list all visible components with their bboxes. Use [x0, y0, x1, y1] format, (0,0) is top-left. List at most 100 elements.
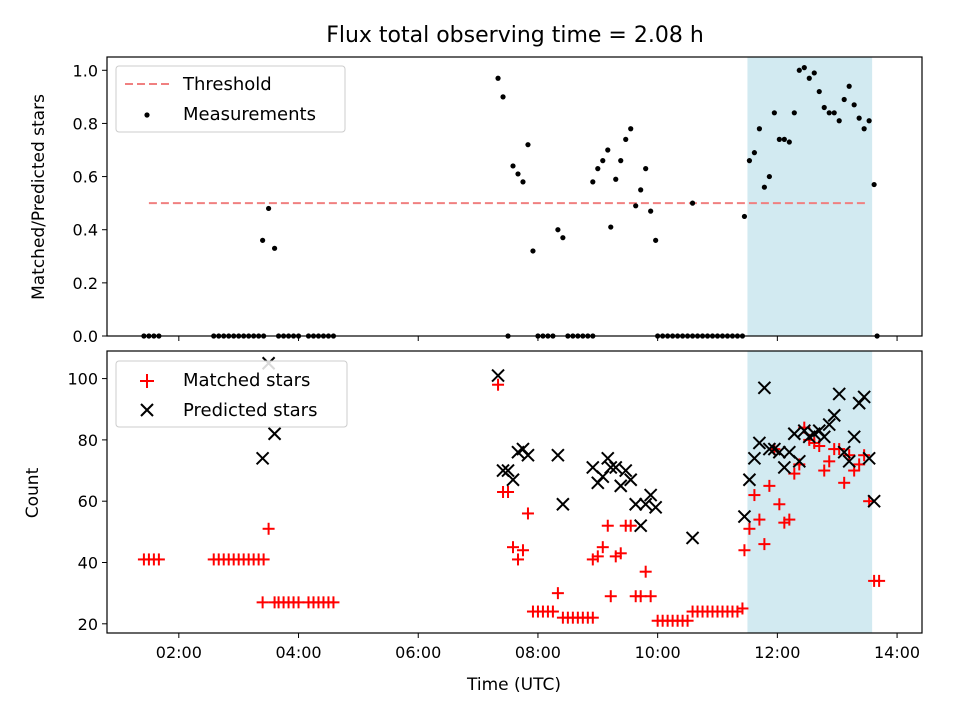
predicted-star-marker [255, 451, 270, 465]
matched-star-marker [738, 544, 751, 557]
predicted-star-marker [842, 454, 856, 469]
legend-predicted-label: Predicted stars [183, 400, 317, 421]
measurement-point [851, 102, 857, 108]
matched-star-marker [604, 590, 617, 603]
top-legend: Threshold Measurements [115, 65, 346, 133]
matched-star-marker [758, 538, 771, 551]
matched-star-marker [748, 489, 761, 502]
measurement-point [560, 235, 566, 241]
predicted-star-marker [847, 430, 861, 444]
matched-star-marker [818, 464, 831, 477]
measurement-point [590, 179, 596, 185]
legend-measurements-swatch [144, 112, 150, 118]
predicted-star-marker [267, 427, 282, 441]
measurement-point [821, 104, 827, 111]
measurement-point [623, 136, 629, 142]
matched-stars-layer [137, 378, 886, 627]
top-y-tick-label: 0.4 [73, 221, 98, 240]
bottom-x-tick-label: 04:00 [275, 643, 321, 662]
predicted-star-marker [633, 519, 648, 533]
predicted-star-marker [619, 463, 633, 478]
bottom-y-tick-label: 100 [67, 370, 98, 389]
matched-star-marker [783, 513, 796, 526]
matched-star-marker [262, 522, 275, 535]
matched-star-marker [152, 553, 165, 566]
matched-star-marker [858, 449, 871, 462]
measurement-point [633, 203, 639, 209]
predicted-star-marker [772, 445, 787, 459]
predicted-star-marker [604, 460, 618, 475]
measurement-point [806, 75, 812, 81]
measurement-point [786, 139, 792, 145]
measurement-point [638, 187, 644, 193]
measurement-point [756, 126, 762, 132]
measurement-point [555, 227, 561, 233]
predicted-star-marker [762, 442, 777, 456]
matched-star-marker [614, 547, 627, 560]
matched-star-marker [773, 498, 786, 511]
measurement-point [260, 237, 266, 243]
legend-threshold-label: Threshold [182, 74, 272, 95]
top-panel: 0.0 0.2 0.4 0.6 0.8 1.0 Matched/Predicted sta… [29, 56, 923, 346]
matched-star-marker [833, 443, 846, 456]
matched-star-marker [681, 614, 694, 627]
legend-measurements-label: Measurements [183, 104, 316, 125]
top-plot-frame [106, 56, 923, 337]
predicted-star-marker [648, 500, 663, 515]
bottom-y-axis: 20 40 60 80 100 [67, 370, 107, 634]
measurement-point [608, 224, 614, 230]
measurement-point [856, 115, 862, 121]
predicted-stars-layer [255, 356, 881, 545]
measurement-point [866, 118, 872, 124]
predicted-star-marker [685, 531, 700, 545]
bottom-legend: Matched stars Predicted stars [115, 360, 348, 428]
matched-star-marker [256, 596, 269, 609]
measurement-point [801, 65, 807, 71]
predicted-star-marker [747, 451, 762, 465]
measurement-point [643, 166, 649, 172]
predicted-star-marker [556, 497, 570, 511]
measurement-point [618, 158, 624, 164]
matched-star-marker [586, 611, 599, 624]
bottom-y-tick-label: 80 [78, 431, 98, 450]
legend-matched-swatch [140, 374, 154, 388]
matched-star-marker [823, 455, 836, 468]
top-y-tick-label: 0.2 [73, 274, 98, 293]
measurements-layer [141, 65, 880, 339]
matched-star-marker [502, 486, 515, 498]
predicted-star-marker [777, 460, 792, 475]
matched-star-marker [327, 596, 340, 609]
predicted-star-marker [643, 488, 658, 502]
predicted-star-marker [491, 368, 505, 383]
measurement-point [266, 205, 272, 212]
top-highlight-band [747, 57, 873, 336]
chart-title: Flux total observing time = 2.08 h [326, 23, 704, 48]
bottom-highlight-band [747, 351, 873, 633]
matched-star-marker [838, 476, 851, 489]
measurement-point [515, 171, 521, 177]
matched-star-marker [753, 513, 766, 526]
top-y-label: Matched/Predicted stars [29, 94, 49, 300]
x-axis-label: Time (UTC) [466, 675, 561, 695]
top-y-tick-label: 1.0 [73, 61, 98, 80]
measurement-point [771, 110, 777, 116]
matched-star-marker [788, 467, 801, 480]
measurement-point [605, 147, 611, 153]
matched-star-marker [843, 449, 856, 462]
measurement-point [653, 237, 659, 243]
matched-star-marker [624, 519, 637, 532]
measurement-point [510, 163, 516, 169]
predicted-star-marker [822, 417, 836, 432]
measurement-point [648, 208, 654, 214]
bottom-legend-frame [115, 360, 348, 428]
matched-star-marker [736, 602, 749, 615]
bottom-x-tick-label: 10:00 [635, 643, 681, 662]
measurement-point [741, 213, 748, 220]
matched-star-marker [743, 522, 756, 535]
matched-star-marker [546, 605, 559, 618]
predicted-star-marker [506, 473, 520, 487]
predicted-star-marker [638, 497, 653, 511]
predicted-star-marker [862, 451, 876, 465]
predicted-star-marker [501, 463, 515, 478]
